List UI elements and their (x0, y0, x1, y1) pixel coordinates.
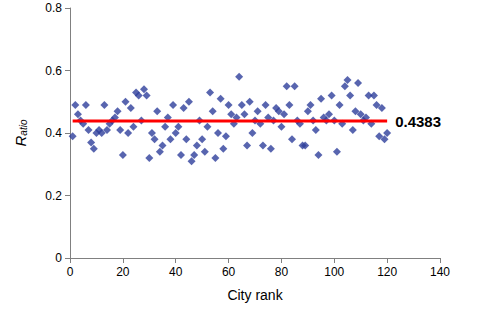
svg-text:80: 80 (275, 265, 289, 279)
svg-text:60: 60 (222, 265, 236, 279)
svg-text:R: R (12, 135, 29, 146)
svg-text:City rank: City rank (227, 287, 283, 303)
svg-text:20: 20 (116, 265, 130, 279)
svg-text:140: 140 (430, 265, 450, 279)
svg-text:0: 0 (55, 251, 62, 265)
svg-text:0: 0 (67, 265, 74, 279)
svg-text:0.8: 0.8 (45, 1, 62, 15)
svg-text:0.2: 0.2 (45, 189, 62, 203)
svg-text:40: 40 (169, 265, 183, 279)
svg-text:100: 100 (324, 265, 344, 279)
svg-text:0.4383: 0.4383 (395, 113, 441, 130)
svg-text:120: 120 (377, 265, 397, 279)
svg-text:0.6: 0.6 (45, 64, 62, 78)
svg-text:0.4: 0.4 (45, 126, 62, 140)
svg-text:atio: atio (18, 119, 29, 136)
